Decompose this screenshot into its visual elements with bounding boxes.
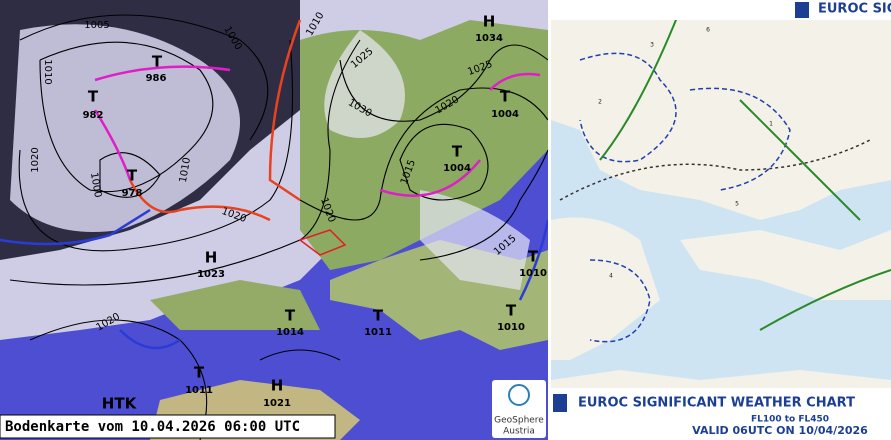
center-symbol: T [452,143,463,161]
map-shape [9,14,549,440]
area-number: 2 [598,99,602,106]
map-shape [93,109,132,181]
isobar-label: 1010 [42,59,53,84]
center-pressure: 1011 [364,327,392,338]
map-shape [119,329,181,350]
center-symbol: T [127,167,138,185]
map-shape [689,87,791,191]
logo-text: Austria [503,427,535,437]
map-shape [379,159,481,197]
map-shape [339,44,549,122]
map-shape [518,219,550,301]
isobar-label: 1020 [30,147,41,172]
area-number: 1 [769,121,773,128]
center-pressure: 1004 [491,109,519,120]
isobar-label: 1010 [178,157,193,184]
map-shape [19,14,269,141]
center-symbol: T [506,302,517,320]
map-shape [39,41,214,193]
center-pressure: 1004 [443,163,471,174]
map-shape [739,99,861,221]
area-number: 6 [706,27,710,34]
area-number: 5 [735,201,739,208]
area-number: 4 [609,273,613,280]
map-shape [0,208,151,246]
map-shape [508,384,530,406]
map-shape [492,380,546,438]
map-shape [0,19,550,350]
center-symbol: H [271,377,284,395]
map-shape [268,19,302,202]
map-shape [489,72,541,91]
center-symbol: T [373,307,384,325]
center-symbol: T [285,307,296,325]
isobar-label: 1005 [84,20,109,31]
map-shape [551,217,660,360]
map-shape [420,190,530,290]
header-title: EUROC SIG [818,2,891,17]
center-symbol: T [528,248,539,266]
area-number: 3 [650,42,654,49]
map-shape [548,0,551,440]
center-symbol: T [500,88,511,106]
center-pressure: 1034 [475,33,503,44]
map-shape [298,229,347,256]
map-shape [559,9,891,343]
map-shape [299,87,549,221]
map-shape [559,139,871,201]
map-caption: Bodenkarte vom 10.04.2026 06:00 UTC [5,419,300,435]
chart-subtitle: FL100 to FL450 [751,415,829,425]
center-pressure: 1011 [185,385,213,396]
map-shape [324,30,405,138]
map-shape [553,394,567,412]
center-pressure: 1010 [519,268,547,279]
center-symbol: T [88,88,99,106]
map-shape [150,280,320,330]
map-shape [18,39,294,252]
map-shape [94,65,231,82]
surface-map: T 986 T 982 T 978 H 1023 H 1034 T 1004 T… [0,0,550,440]
map-shape [10,24,240,233]
logo-text: GeoSphere [494,416,544,426]
center-pressure: 986 [146,73,167,84]
map-shape [579,52,677,163]
chart-validity: VALID 06UTC ON 10/04/2026 [692,424,868,437]
map-shape [419,149,549,261]
center-pressure: 1014 [276,327,304,338]
map-shape [551,388,891,440]
center-pressure: 978 [122,188,143,199]
map-shape [399,123,489,201]
center-symbol: T [152,53,163,71]
center-symbol: HTK [102,395,138,413]
map-shape [759,269,891,331]
center-pressure: 982 [83,110,104,121]
center-symbol: H [483,13,496,31]
center-pressure: 1023 [197,269,225,280]
map-shape [9,39,361,286]
map-shape [0,414,336,439]
chart-title: EUROC SIGNIFICANT WEATHER CHART [578,396,855,411]
map-shape [795,2,809,18]
map-shape [128,179,271,222]
center-symbol: H [205,249,218,267]
sigwx-map: EUROC SIG EUROC SIGNIFICANT WEATHER CHAR… [551,0,891,440]
center-symbol: T [194,364,205,382]
center-pressure: 1021 [263,398,291,409]
map-shape [599,9,681,161]
isobar-label: 1000 [88,172,103,199]
map-shape [259,349,341,361]
center-pressure: 1010 [497,322,525,333]
map-shape [680,230,891,300]
map-shape [589,259,651,343]
